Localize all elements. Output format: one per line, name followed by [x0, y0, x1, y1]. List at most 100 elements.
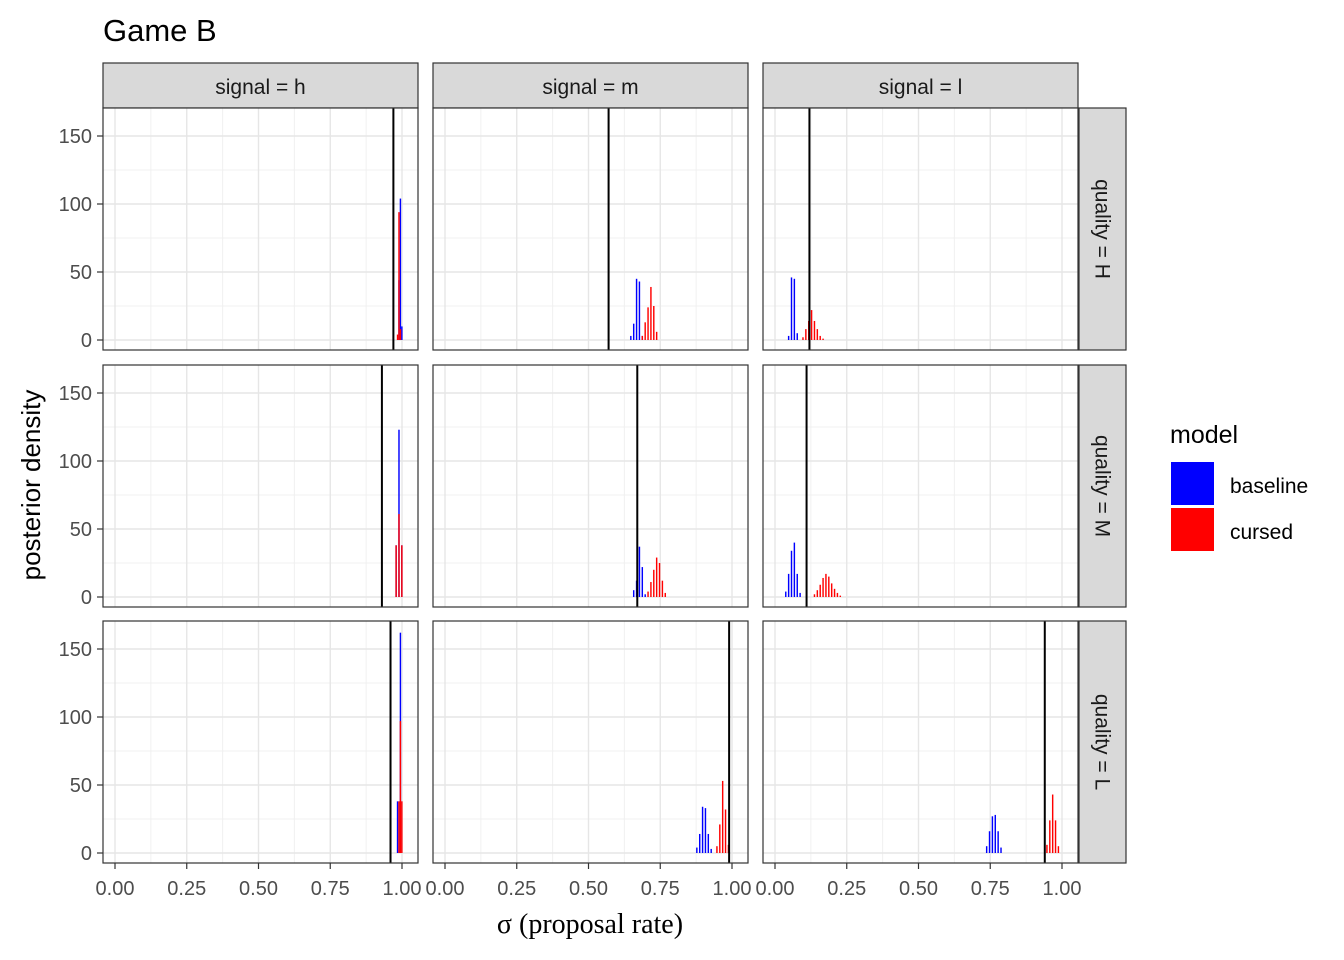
histogram-bar-baseline	[1000, 847, 1002, 853]
y-tick-label: 150	[59, 126, 92, 148]
histogram-bar-cursed	[719, 824, 721, 853]
histogram-bar-cursed	[641, 335, 644, 340]
histogram-bar-baseline	[787, 573, 790, 597]
histogram-bar-cursed	[813, 320, 816, 340]
histogram-bar-cursed	[721, 780, 724, 853]
histogram-bar-baseline	[787, 335, 790, 340]
histogram-bar-baseline	[793, 542, 796, 597]
row-strip	[1078, 107, 1127, 351]
histogram-bar-cursed	[647, 591, 649, 597]
histogram-bar-cursed	[398, 801, 400, 853]
histogram-bar-cursed	[1049, 820, 1051, 853]
y-tick-label: 50	[70, 775, 92, 797]
histogram-bar-cursed	[658, 563, 661, 597]
histogram-bar-baseline	[398, 429, 400, 597]
histogram-bar-cursed	[813, 594, 816, 597]
panel-border	[102, 364, 419, 608]
histogram-bar-baseline	[790, 550, 793, 597]
column-strip-label: signal = l	[879, 76, 962, 99]
histogram-bar-cursed	[802, 337, 804, 340]
facet-panel: 0.00 0.25 0.50 0.75 1.00	[756, 620, 1082, 900]
histogram-bar-cursed	[1054, 820, 1057, 853]
panel-background	[433, 108, 748, 350]
histogram-bar-baseline	[790, 277, 793, 340]
histogram-bar-cursed	[822, 577, 824, 597]
histogram-bar-cursed	[724, 809, 727, 853]
x-tick-label: 0.00	[756, 878, 795, 900]
panel-border	[762, 107, 1079, 351]
histogram-bar-cursed	[830, 583, 833, 597]
histogram-bar-cursed	[819, 584, 821, 597]
histogram-bar-cursed	[816, 329, 819, 340]
facet-panel	[432, 364, 749, 608]
y-tick-label: 100	[59, 194, 92, 216]
panel-background	[103, 365, 418, 607]
histogram-bar-cursed	[396, 334, 399, 340]
y-tick-label: 50	[70, 519, 92, 541]
histogram-bar-cursed	[828, 576, 830, 597]
x-tick-label: 0.50	[569, 878, 608, 900]
histogram-bar-cursed	[399, 329, 402, 340]
histogram-bar-baseline	[630, 335, 632, 340]
histogram-bar-cursed	[836, 592, 839, 597]
panel-border	[432, 620, 749, 864]
histogram-bar-cursed	[398, 212, 400, 340]
histogram-bar-cursed	[655, 557, 658, 597]
histogram-bar-baseline	[632, 590, 635, 597]
row-strip-label: quality = H	[1091, 179, 1114, 279]
histogram-bar-cursed	[839, 595, 842, 597]
y-tick-label: 0	[81, 843, 92, 865]
facet-panel: 0.00 0.25 0.50 0.75 1.00	[426, 620, 752, 900]
panel-background	[433, 621, 748, 863]
histogram-bar-baseline	[399, 198, 402, 340]
panel-border	[432, 107, 749, 351]
row-strip	[1078, 620, 1127, 864]
x-tick-label: 1.00	[383, 878, 422, 900]
legend-key-baseline	[1171, 462, 1214, 505]
x-tick-label: 0.75	[641, 878, 680, 900]
histogram-bar-cursed	[805, 329, 807, 340]
panel-border	[102, 620, 419, 864]
facet-panel: 0 50 100 150 0.00 0.25 0.50 0.75 1.00	[59, 620, 422, 900]
histogram-bar-cursed	[1057, 846, 1060, 853]
legend-title: model	[1170, 421, 1238, 449]
facet-panel: 0 50 100 150	[59, 364, 419, 609]
x-tick-label: 0.00	[96, 878, 135, 900]
histogram-bar-cursed	[833, 588, 836, 597]
histogram-bar-baseline	[641, 567, 644, 597]
x-tick-label: 0.50	[239, 878, 278, 900]
panel-border	[762, 364, 1079, 608]
y-tick-label: 100	[59, 451, 92, 473]
histogram-bar-baseline	[632, 323, 635, 340]
y-tick-label: 150	[59, 639, 92, 661]
histogram-bar-baseline	[710, 848, 712, 853]
column-strip	[432, 62, 749, 109]
y-tick-label: 100	[59, 707, 92, 729]
panel-background	[103, 108, 418, 350]
y-tick-label: 50	[70, 262, 92, 284]
histogram-bar-baseline	[635, 278, 638, 340]
y-tick-label: 150	[59, 383, 92, 405]
x-tick-label: 1.00	[713, 878, 752, 900]
histogram-bar-cursed	[401, 801, 403, 853]
x-tick-label: 1.00	[1043, 878, 1082, 900]
histogram-bar-cursed	[401, 545, 403, 597]
x-tick-label: 0.25	[167, 878, 206, 900]
panel-background	[103, 621, 418, 863]
histogram-bar-cursed	[1046, 844, 1048, 853]
histogram-bar-baseline	[796, 333, 798, 340]
x-tick-label: 0.75	[311, 878, 350, 900]
column-strip-label: signal = h	[215, 76, 305, 99]
histogram-bar-baseline	[985, 846, 988, 853]
row-strip-label: quality = M	[1091, 435, 1114, 537]
histogram-bar-baseline	[988, 831, 991, 853]
x-axis-title: σ (proposal rate)	[497, 909, 683, 940]
facet-panel	[762, 107, 1079, 351]
histogram-bar-baseline	[799, 592, 801, 597]
histogram-bar-baseline	[401, 326, 403, 340]
legend-label-cursed: cursed	[1230, 521, 1293, 544]
x-tick-label: 0.25	[497, 878, 536, 900]
x-tick-label: 0.00	[426, 878, 465, 900]
y-tick-label: 0	[81, 587, 92, 609]
legend-key-cursed	[1171, 508, 1214, 551]
